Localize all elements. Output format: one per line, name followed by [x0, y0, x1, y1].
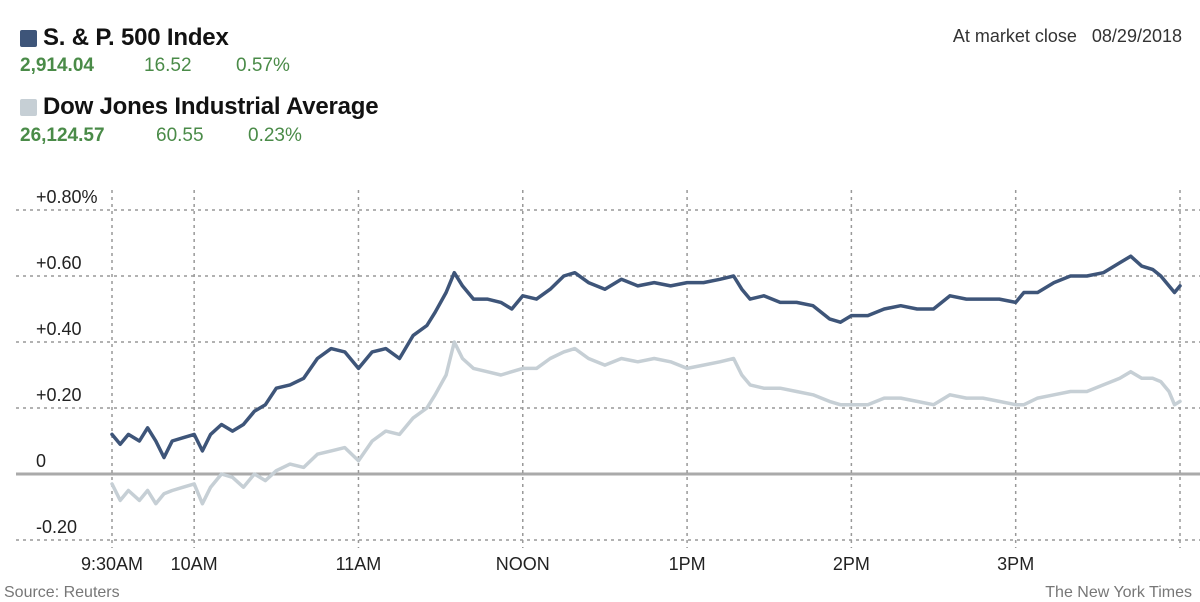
sp500-series-line — [110, 254, 1182, 460]
source-note: Source: Reuters — [4, 584, 120, 601]
credit-note: The New York Times — [1045, 584, 1192, 601]
market-close-info: At market close 08/29/2018 — [953, 26, 1182, 47]
x-tick-label: 3PM — [997, 554, 1034, 574]
y-tick-label: +0.20 — [36, 385, 82, 405]
dow-name: Dow Jones Industrial Average — [43, 93, 379, 120]
x-tick-label: 9:30AM — [81, 554, 143, 574]
x-tick-label: 1PM — [669, 554, 706, 574]
dow-change: 60.55 — [156, 125, 204, 146]
legend-dow: Dow Jones Industrial Average — [20, 93, 379, 121]
y-tick-label: -0.20 — [36, 517, 77, 537]
x-tick-label: NOON — [496, 554, 550, 574]
sp500-name: S. & P. 500 Index — [43, 24, 229, 51]
market-close-date: 08/29/2018 — [1091, 26, 1182, 46]
dow-price: 26,124.57 — [20, 125, 105, 146]
x-tick-label: 11AM — [336, 554, 382, 574]
dow-series-line — [110, 340, 1182, 506]
sp500-change: 16.52 — [144, 55, 192, 76]
y-tick-label: +0.40 — [36, 319, 82, 339]
sp500-pct: 0.57% — [236, 55, 290, 76]
market-close-label: At market close — [952, 26, 1077, 46]
sp500-swatch-icon — [20, 29, 37, 47]
y-tick-label: +0.80% — [36, 187, 98, 207]
dow-pct: 0.23% — [248, 125, 302, 146]
dow-swatch-icon — [20, 98, 37, 116]
sp500-price: 2,914.04 — [20, 55, 94, 76]
y-tick-label: 0 — [36, 451, 46, 471]
x-tick-label: 10AM — [171, 554, 218, 574]
y-tick-label: +0.60 — [36, 253, 82, 273]
legend-sp500: S. & P. 500 Index — [20, 24, 229, 52]
x-tick-label: 2PM — [833, 554, 870, 574]
